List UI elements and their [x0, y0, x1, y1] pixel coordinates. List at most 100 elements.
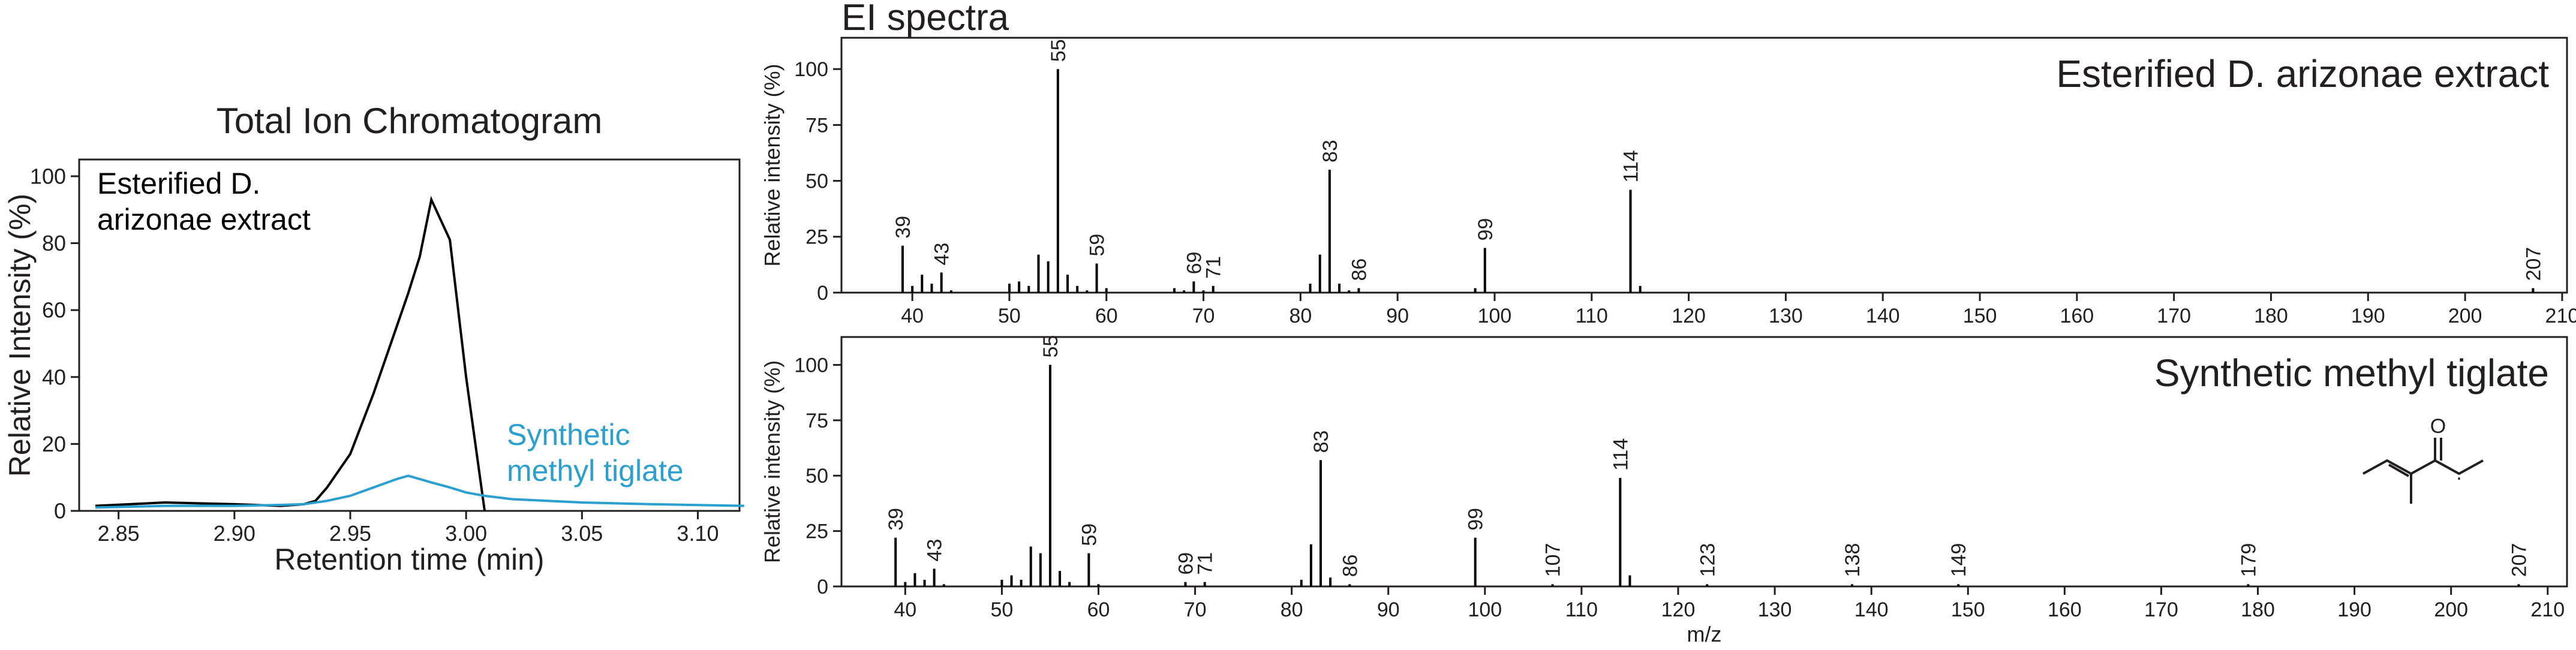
y-tick-label: 75: [805, 410, 828, 432]
x-tick-label: 150: [1963, 305, 1997, 327]
x-tick-label: 80: [1281, 598, 1303, 621]
y-tick-label: 25: [805, 520, 828, 543]
peak-label: 138: [1841, 543, 1864, 577]
peak-label: 207: [2522, 247, 2545, 281]
x-tick-label: 120: [1661, 598, 1696, 621]
svg-text:O: O: [2430, 415, 2446, 438]
x-tick-label: 2.85: [98, 521, 140, 546]
y-tick-label: 100: [30, 164, 66, 189]
y-axis-label: Relative intensity (%): [760, 360, 784, 563]
x-tick-label: 60: [1095, 305, 1118, 327]
line-series: [95, 474, 744, 509]
x-tick-label: 180: [2241, 598, 2275, 621]
x-tick-label: 3.00: [445, 521, 487, 546]
y-tick-label: 50: [805, 465, 828, 488]
x-axis-label: Retention time (min): [274, 543, 544, 576]
x-tick-label: 140: [1866, 305, 1900, 327]
peak-label: 71: [1194, 552, 1217, 575]
y-tick-label: 80: [42, 231, 66, 255]
peak-label: 149: [1947, 543, 1970, 577]
x-tick-label: 210: [2545, 305, 2576, 327]
plot-frame: [840, 37, 2568, 294]
line-series: [95, 195, 486, 511]
x-tick-label: 50: [990, 598, 1013, 621]
chart-title: Total Ion Chromatogram: [217, 101, 603, 141]
y-tick-label: 100: [794, 354, 828, 377]
x-tick-label: 170: [2157, 305, 2191, 327]
x-tick-label: 190: [2351, 305, 2385, 327]
x-tick-label: 2.95: [329, 521, 371, 546]
chart-title: Esterified D. arizonae extract: [2056, 52, 2549, 95]
peak-label: 114: [1620, 150, 1643, 182]
y-axis-label: Relative Intensity (%): [3, 194, 37, 477]
y-tick-label: 25: [805, 226, 828, 249]
y-tick-label: 0: [817, 576, 828, 598]
x-tick-label: 120: [1672, 305, 1706, 327]
peak-label: 86: [1348, 258, 1370, 281]
peak-label: 83: [1319, 140, 1342, 162]
peak-label: 43: [924, 539, 946, 562]
peak-label: 71: [1203, 256, 1225, 279]
peak-label: 69: [1183, 252, 1206, 275]
x-tick-label: 90: [1377, 598, 1400, 621]
y-axis-label: Relative intensity (%): [760, 64, 784, 266]
peak-label: 107: [1542, 543, 1565, 577]
peak-label: 55: [1047, 39, 1070, 62]
plot-frame: [78, 158, 741, 512]
x-tick-label: 150: [1951, 598, 1985, 621]
x-tick-label: 40: [894, 598, 916, 621]
x-tick-label: 140: [1854, 598, 1889, 621]
peak-label: 39: [885, 508, 907, 531]
y-tick-label: 100: [794, 58, 828, 81]
x-tick-label: 160: [2048, 598, 2082, 621]
y-tick-label: 40: [42, 365, 66, 389]
peak-label: 59: [1086, 234, 1109, 257]
x-tick-label: 40: [901, 305, 924, 327]
x-tick-label: 200: [2448, 305, 2482, 327]
x-tick-label: 3.05: [561, 521, 603, 546]
peak-label: 207: [2508, 543, 2530, 577]
x-tick-label: 110: [1576, 305, 1608, 327]
x-tick-label: 190: [2337, 598, 2371, 621]
x-tick-label: 80: [1289, 305, 1312, 327]
x-tick-label: 210: [2530, 598, 2565, 621]
peak-label: 99: [1474, 218, 1497, 241]
peak-label: 43: [931, 243, 954, 266]
peak-label: 39: [892, 216, 915, 239]
x-tick-label: 130: [1758, 598, 1792, 621]
chart-title: Synthetic methyl tiglate: [2154, 351, 2549, 395]
y-tick-label: 20: [42, 432, 66, 456]
peak-label: 69: [1174, 552, 1197, 575]
peak-label: 83: [1310, 431, 1333, 453]
x-tick-label: 2.90: [214, 521, 256, 546]
x-tick-label: 160: [2060, 305, 2094, 327]
y-tick-label: 0: [817, 282, 828, 305]
plot-frame: [840, 336, 2568, 588]
legend-label: Synthetic methyl tiglate: [507, 418, 684, 488]
figure-title: EI spectra: [841, 0, 1009, 38]
peak-label: 179: [2237, 543, 2260, 577]
peak-label: 114: [1609, 438, 1632, 471]
x-tick-label: 70: [1184, 598, 1207, 621]
y-tick-label: 60: [42, 298, 66, 323]
peak-label: 123: [1696, 543, 1719, 577]
peak-label: 86: [1339, 554, 1361, 577]
y-tick-label: 50: [805, 170, 828, 192]
x-tick-label: 70: [1192, 305, 1215, 327]
x-tick-label: 180: [2254, 305, 2288, 327]
y-tick-label: 75: [805, 114, 828, 137]
x-tick-label: 110: [1565, 598, 1598, 621]
x-tick-label: 90: [1386, 305, 1409, 327]
peak-label: 99: [1465, 508, 1487, 531]
peak-label: 59: [1078, 523, 1101, 546]
svg-text:.: .: [2456, 462, 2461, 485]
x-tick-label: 50: [998, 305, 1021, 327]
x-tick-label: 100: [1468, 598, 1502, 621]
x-tick-label: 60: [1087, 598, 1110, 621]
peak-label: 55: [1039, 335, 1062, 358]
x-tick-label: 130: [1769, 305, 1803, 327]
molecule: O .: [2362, 415, 2484, 504]
x-axis-label: m/z: [1687, 622, 1722, 646]
